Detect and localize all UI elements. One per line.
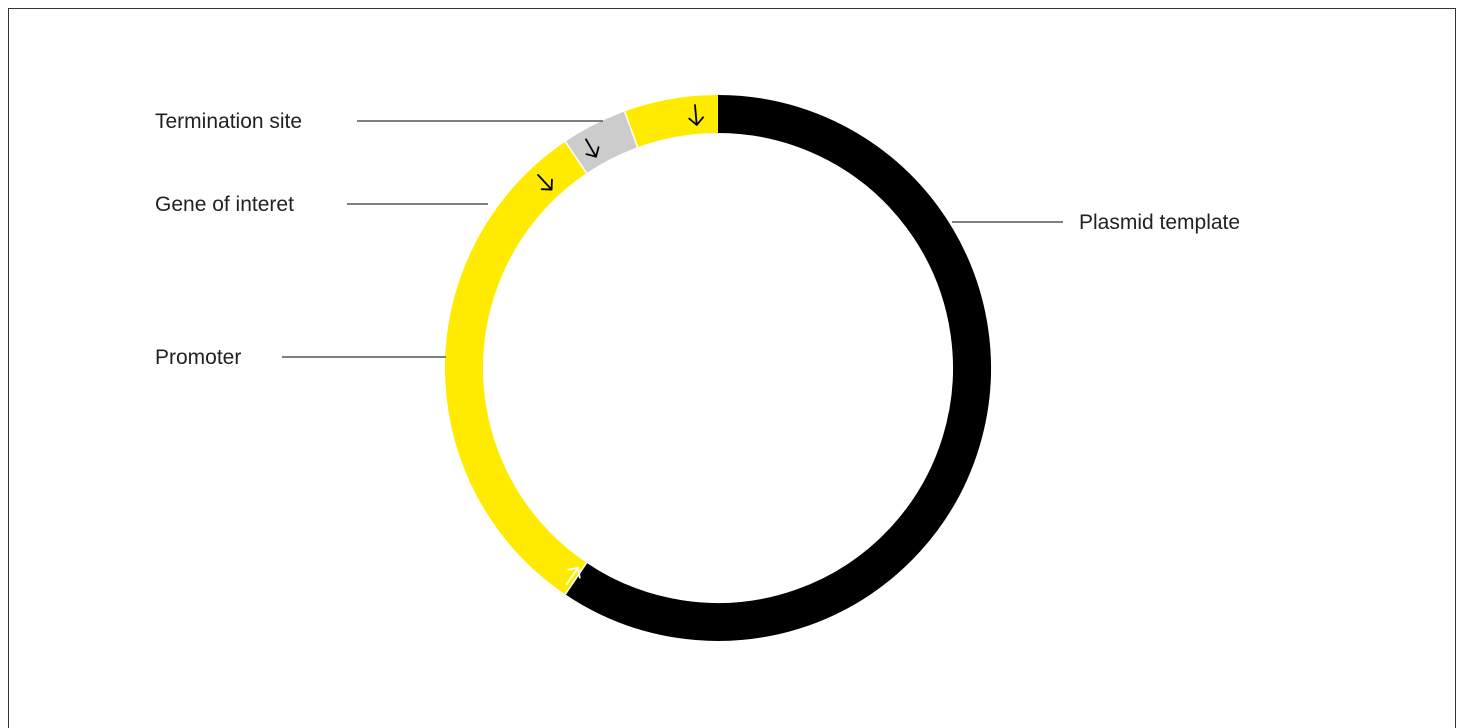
segment-separator (564, 562, 588, 595)
diagram-frame (8, 8, 1456, 728)
ring-segment-plasmid (565, 95, 991, 641)
plasmid-template-label: Plasmid template (1079, 211, 1240, 234)
segment-separator (564, 141, 588, 174)
gene-of-interest-label: Gene of interet (155, 193, 294, 216)
ring-segment-gene (565, 111, 639, 174)
arrow-icon (565, 566, 581, 586)
arrow-icon (585, 138, 600, 158)
ring-segment-promoter (445, 141, 587, 595)
termination-site-label: Termination site (155, 110, 302, 133)
direction-arrows (537, 104, 704, 586)
plasmid-ring (445, 95, 991, 641)
arrow-icon (537, 174, 553, 191)
promoter-label: Promoter (155, 346, 241, 369)
arrow-icon (688, 104, 704, 126)
segment-separator (623, 111, 639, 148)
ring-segment-termination (624, 95, 719, 148)
